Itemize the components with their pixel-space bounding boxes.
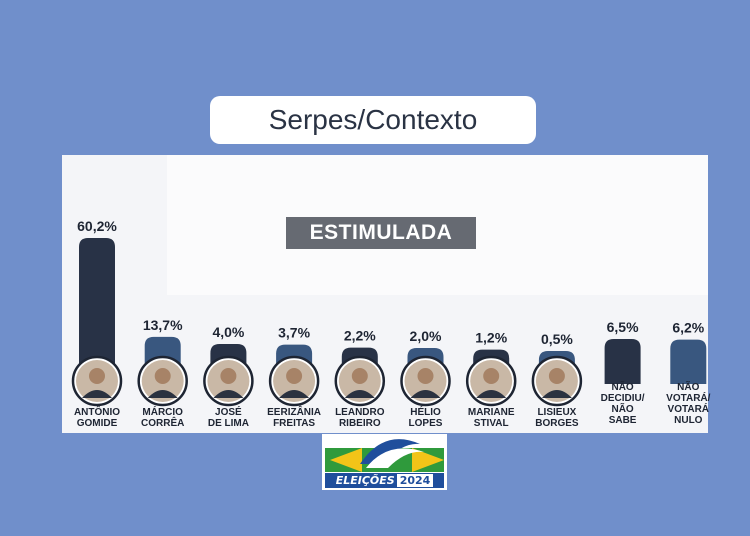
candidate-body-icon — [147, 390, 178, 398]
category-label: LEANDRO — [335, 407, 385, 418]
candidate-body-icon — [541, 390, 572, 398]
category-label: GOMIDE — [77, 418, 118, 429]
category-label: VOTARÁ/ — [666, 391, 710, 404]
candidate-head-icon — [154, 368, 171, 384]
candidate-head-icon — [89, 368, 105, 384]
value-label: 2,2% — [344, 328, 376, 344]
value-label: 13,7% — [143, 317, 183, 333]
value-label: 6,2% — [672, 320, 704, 336]
elections-logo-text: ELEIÇÕES 2024 — [325, 473, 444, 488]
category-label: MÁRCIO — [142, 405, 183, 418]
chart-panel — [62, 155, 708, 433]
candidate-body-icon — [82, 390, 112, 398]
value-label: 0,5% — [541, 331, 573, 347]
candidate-head-icon — [417, 368, 434, 384]
candidate-head-icon — [548, 368, 565, 384]
value-label: 6,5% — [607, 319, 639, 335]
category-label: DE LIMA — [208, 418, 249, 429]
category-label: BORGES — [535, 418, 579, 429]
category-label: ANTÔNIO — [74, 405, 120, 418]
category-label: NULO — [674, 415, 703, 426]
candidate-body-icon — [344, 390, 375, 398]
value-label: 2,0% — [410, 328, 442, 344]
candidate-body-icon — [476, 390, 507, 398]
category-label: NÃO — [611, 380, 633, 393]
candidate-body-icon — [279, 390, 310, 398]
category-label: CORRÊA — [141, 416, 184, 429]
value-label: 60,2% — [77, 218, 117, 234]
category-label: DECIDIU/ — [601, 393, 645, 404]
value-label: 3,7% — [278, 325, 310, 341]
candidate-head-icon — [483, 368, 500, 384]
category-label: RIBEIRO — [339, 418, 381, 429]
flag-swoosh-icon — [325, 439, 444, 472]
value-label: 4,0% — [212, 324, 244, 340]
elections-year: 2024 — [396, 474, 434, 487]
category-label: EERIZÂNIA — [267, 405, 321, 418]
candidate-head-icon — [220, 368, 237, 384]
candidate-body-icon — [410, 390, 441, 398]
category-label: HÉLIO — [410, 405, 441, 418]
candidate-body-icon — [213, 390, 244, 398]
candidate-head-icon — [286, 368, 303, 384]
candidate-head-icon — [351, 368, 368, 384]
scenario-badge: ESTIMULADA — [286, 217, 476, 249]
category-label: FREITAS — [273, 418, 315, 429]
elections-word: ELEIÇÕES — [335, 474, 395, 487]
category-label: VOTARÁ — [668, 402, 709, 415]
category-label: STIVAL — [474, 418, 509, 429]
category-label: NÃO — [611, 402, 633, 415]
page-title: Serpes/Contexto — [210, 96, 536, 144]
bar — [604, 339, 641, 384]
elections-logo: ELEIÇÕES 2024 — [322, 434, 447, 490]
bar — [79, 238, 115, 376]
value-label: 1,2% — [475, 330, 507, 346]
category-label: LISIEUX — [537, 407, 576, 418]
category-label: SABE — [609, 415, 637, 426]
category-label: JOSÉ — [215, 405, 242, 418]
category-label: LOPES — [409, 418, 443, 429]
category-label: NÃO — [677, 380, 699, 393]
category-label: MARIANE — [468, 407, 515, 418]
bar — [670, 339, 707, 384]
